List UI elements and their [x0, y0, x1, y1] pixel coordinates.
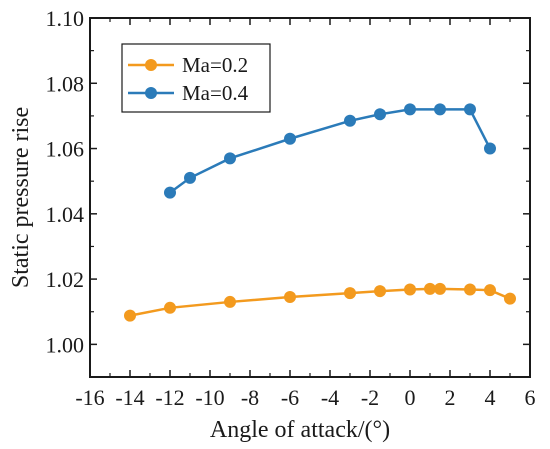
y-tick-label: 1.02	[46, 267, 85, 292]
data-point	[434, 282, 446, 295]
data-point	[224, 295, 236, 308]
data-point	[484, 142, 496, 155]
legend: Ma=0.2 Ma=0.4	[121, 43, 271, 113]
x-tick-label: -10	[195, 385, 224, 410]
y-tick-label: 1.10	[46, 6, 85, 31]
y-tick-label: 1.06	[46, 137, 85, 162]
data-point	[184, 171, 196, 184]
data-point	[374, 108, 386, 121]
data-point	[464, 283, 476, 296]
x-tick-label: -12	[155, 385, 184, 410]
data-point	[124, 309, 136, 322]
x-tick-label: -8	[241, 385, 259, 410]
legend-marker	[145, 59, 157, 71]
y-tick-label: 1.04	[46, 202, 85, 227]
data-point	[464, 103, 476, 116]
x-tick-label: 0	[405, 385, 416, 410]
data-point	[284, 291, 296, 304]
data-point	[344, 114, 356, 127]
y-tick-label: 1.08	[46, 71, 85, 96]
x-tick-label: -6	[281, 385, 299, 410]
series-2	[164, 103, 496, 199]
y-tick-label: 1.00	[46, 332, 85, 357]
x-tick-label: 2	[445, 385, 456, 410]
series-line	[169, 108, 492, 194]
legend-label: Ma=0.4	[182, 81, 249, 105]
data-point	[504, 292, 516, 305]
series-1	[124, 282, 516, 322]
data-point	[484, 284, 496, 297]
x-tick-label: -4	[321, 385, 339, 410]
data-point	[404, 103, 416, 116]
y-axis-title: Static pressure rise	[8, 107, 34, 288]
x-tick-label: 6	[525, 385, 536, 410]
x-tick-label: -16	[75, 385, 104, 410]
legend-label: Ma=0.2	[182, 53, 248, 77]
x-tick-label: -2	[361, 385, 379, 410]
data-point	[374, 285, 386, 298]
data-point	[164, 301, 176, 314]
data-point	[164, 186, 176, 199]
x-ticks: -16 -14 -12 -10 -8 -6 -4 -2 0 2 4 6	[75, 18, 536, 410]
y-ticks: 1.00 1.02 1.04 1.06 1.08 1.10	[46, 6, 530, 378]
series-line	[129, 287, 511, 317]
x-tick-label: -14	[115, 385, 144, 410]
data-point	[344, 287, 356, 300]
legend-marker	[145, 87, 157, 99]
data-point	[284, 132, 296, 145]
x-axis-title: Angle of attack/(°)	[210, 417, 390, 443]
x-tick-label: 4	[485, 385, 496, 410]
series-group	[124, 103, 516, 322]
data-point	[224, 152, 236, 165]
data-point	[404, 283, 416, 296]
data-point	[424, 282, 436, 295]
data-point	[434, 103, 446, 116]
legend-box	[121, 43, 271, 113]
